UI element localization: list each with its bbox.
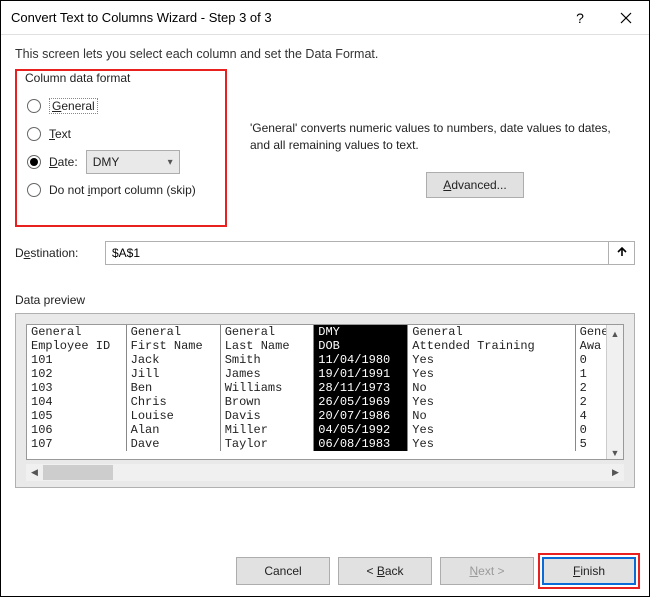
button-bar: Cancel < Back Next > Finish [236,557,636,585]
radio-text-label: Text [49,127,71,141]
preview-cell: Williams [220,381,314,395]
preview-cell: 04/05/1992 [314,423,408,437]
radio-skip[interactable]: Do not import column (skip) [27,179,225,201]
chevron-down-icon: ▾ [168,157,173,168]
preview-cell: 105 [27,409,126,423]
radio-general-label: General [49,98,98,114]
radio-icon [27,127,41,141]
scroll-track[interactable] [607,342,623,444]
radio-date[interactable]: Date: DMY ▾ [27,151,225,173]
scroll-up-icon[interactable]: ▲ [607,325,623,342]
preview-cell: 11/04/1980 [314,353,408,367]
preview-cell: 28/11/1973 [314,381,408,395]
preview-cell: Chris [126,395,220,409]
date-format-select[interactable]: DMY ▾ [86,150,180,174]
scroll-down-icon[interactable]: ▼ [607,444,623,460]
preview-cell: 104 [27,395,126,409]
collapse-icon [616,247,628,259]
preview-header[interactable]: DMY [314,325,408,339]
preview-cell: Yes [408,395,575,409]
preview-label: Data preview [15,293,635,307]
preview-cell: Dave [126,437,220,451]
preview-cell: Brown [220,395,314,409]
preview-cell: 101 [27,353,126,367]
scroll-right-icon[interactable]: ▶ [607,464,624,481]
dialog-content: This screen lets you select each column … [1,35,649,498]
cdf-legend: Column data format [25,71,130,85]
scroll-left-icon[interactable]: ◀ [26,464,43,481]
preview-cell: Louise [126,409,220,423]
radio-date-label: Date: [49,155,78,169]
preview-cell: Miller [220,423,314,437]
preview-grid: GeneralGeneralGeneralDMYGeneralGeneEmplo… [27,325,623,451]
preview-cell: Yes [408,437,575,451]
preview-cell: 102 [27,367,126,381]
radio-icon [27,183,41,197]
preview-cell: DOB [314,339,408,353]
subtitle: This screen lets you select each column … [15,47,635,61]
preview-header[interactable]: General [126,325,220,339]
preview-header[interactable]: General [220,325,314,339]
preview-cell: Attended Training [408,339,575,353]
destination-input-wrap [105,241,635,265]
preview-cell: 107 [27,437,126,451]
finish-button[interactable]: Finish [542,557,636,585]
back-button[interactable]: < Back [338,557,432,585]
preview-cell: Alan [126,423,220,437]
preview-cell: 103 [27,381,126,395]
preview-cell: 26/05/1969 [314,395,408,409]
preview-cell: Ben [126,381,220,395]
date-format-value: DMY [93,155,120,169]
preview-cell: 20/07/1986 [314,409,408,423]
preview-cell: 06/08/1983 [314,437,408,451]
titlebar: Convert Text to Columns Wizard - Step 3 … [1,1,649,35]
preview-cell: Taylor [220,437,314,451]
destination-input[interactable] [106,242,608,264]
preview-cell: First Name [126,339,220,353]
preview-cell: Jill [126,367,220,381]
destination-label: Destination: [15,246,105,260]
scroll-thumb[interactable] [43,465,113,480]
preview-cell: No [408,409,575,423]
close-icon [620,12,632,24]
preview-panel: GeneralGeneralGeneralDMYGeneralGeneEmplo… [15,313,635,488]
destination-row: Destination: [15,241,635,265]
advanced-button[interactable]: Advanced... [426,172,524,198]
scroll-track[interactable] [43,464,607,481]
dialog-title: Convert Text to Columns Wizard - Step 3 … [11,10,557,25]
preview-cell: 106 [27,423,126,437]
preview-cell: Yes [408,353,575,367]
format-info-text: 'General' converts numeric values to num… [250,120,630,155]
column-data-format-group: Column data format General Text Date: DM… [15,69,227,227]
preview-cell: Yes [408,423,575,437]
radio-icon [27,155,41,169]
horizontal-scrollbar[interactable]: ◀ ▶ [26,464,624,481]
radio-general[interactable]: General [27,95,225,117]
preview-header[interactable]: General [408,325,575,339]
help-button[interactable]: ? [557,1,603,35]
range-picker-button[interactable] [608,242,634,264]
preview-cell: No [408,381,575,395]
preview-cell: Jack [126,353,220,367]
radio-icon [27,99,41,113]
preview-cell: Employee ID [27,339,126,353]
radio-skip-label: Do not import column (skip) [49,183,196,197]
preview-cell: Davis [220,409,314,423]
preview-cell: Smith [220,353,314,367]
vertical-scrollbar[interactable]: ▲ ▼ [606,325,623,460]
preview-cell: Yes [408,367,575,381]
wizard-dialog: Convert Text to Columns Wizard - Step 3 … [0,0,650,597]
preview-cell: 19/01/1991 [314,367,408,381]
close-button[interactable] [603,1,649,35]
preview-cell: Last Name [220,339,314,353]
preview-header[interactable]: General [27,325,126,339]
radio-text[interactable]: Text [27,123,225,145]
next-button[interactable]: Next > [440,557,534,585]
preview-grid-wrap[interactable]: GeneralGeneralGeneralDMYGeneralGeneEmplo… [26,324,624,460]
preview-cell: James [220,367,314,381]
cancel-button[interactable]: Cancel [236,557,330,585]
